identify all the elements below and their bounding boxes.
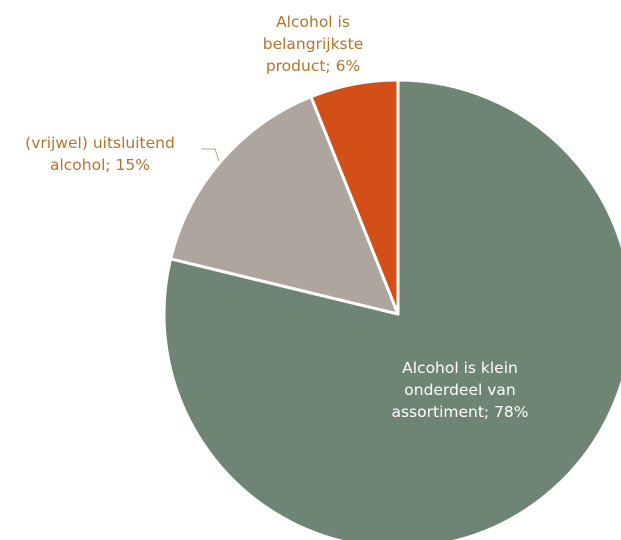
pie-slice-0: [162, 78, 621, 540]
pie-slice-2: [309, 78, 400, 316]
slice-label-0-line-2: assortiment; 78%: [391, 403, 528, 421]
slice-label-1-line-1: alcohol; 15%: [50, 156, 150, 174]
slice-label-1-line-0: (vrijwel) uitsluitend: [25, 134, 175, 152]
slice-label-2-line-1: belangrijkste: [263, 35, 364, 53]
leader-line-1: [201, 148, 220, 162]
slice-label-2-line-2: product; 6%: [266, 57, 360, 75]
slice-label-0-line-0: Alcohol is klein: [402, 359, 518, 377]
pie-slice-1: [169, 95, 400, 316]
slice-label-1: (vrijwel) uitsluitend alcohol; 15%: [25, 134, 175, 174]
slice-label-2: Alcohol is belangrijkste product; 6%: [263, 13, 364, 75]
slice-label-2-line-0: Alcohol is: [276, 13, 350, 31]
slice-label-0-line-1: onderdeel van: [404, 381, 515, 399]
slice-label-0: Alcohol is klein onderdeel van assortiment…: [391, 359, 528, 421]
